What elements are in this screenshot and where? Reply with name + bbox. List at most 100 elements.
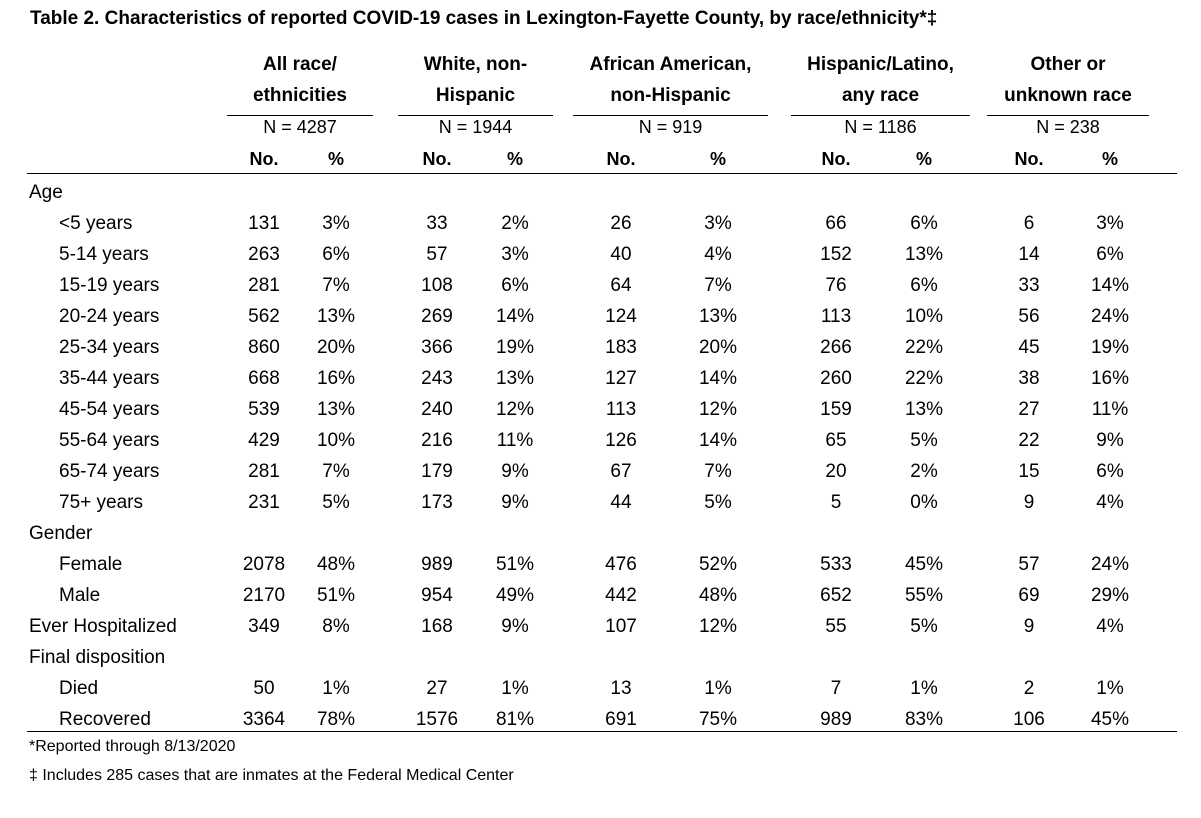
cell-percent: 10%: [316, 430, 356, 451]
cell-percent: 14%: [495, 306, 535, 327]
cell-count: 45: [1018, 337, 1040, 358]
subheader-percent: %: [1101, 149, 1118, 169]
cell-count: 27: [1018, 399, 1040, 420]
cell-count: 476: [605, 554, 637, 575]
group-underline: [987, 115, 1149, 116]
footnote-reported: *Reported through 8/13/2020: [29, 738, 236, 755]
column-group-header: All race/ethnicities: [227, 49, 373, 116]
footnote-inmates: ‡ Includes 285 cases that are inmates at…: [29, 767, 514, 784]
cell-percent: 20%: [698, 337, 738, 358]
cell-count: 38: [1018, 368, 1040, 389]
cell-count: 539: [248, 399, 280, 420]
cell-percent: 13%: [316, 306, 356, 327]
cell-count: 20: [825, 461, 847, 482]
cell-percent: 5%: [910, 616, 938, 637]
cell-count: 56: [1018, 306, 1040, 327]
cell-count: 126: [605, 430, 637, 451]
cell-count: 113: [820, 306, 852, 327]
row-label: Gender: [29, 523, 93, 544]
cell-percent: 51%: [316, 585, 356, 606]
table-body: Age <5 years 131 3% 33 2% 26 3% 66 6% 6 3% 5-14 year…: [0, 177, 1201, 735]
cell-count: 57: [1018, 554, 1040, 575]
cell-count: 243: [421, 368, 453, 389]
table-row: Died 50 1% 27 1% 13 1% 7 1% 2 1%: [0, 673, 1201, 704]
cell-count: 69: [1018, 585, 1040, 606]
cell-percent: 22%: [904, 337, 944, 358]
cell-count: 67: [610, 461, 632, 482]
cell-count: 33: [1018, 275, 1040, 296]
section-header-row: Age: [0, 177, 1201, 208]
cell-percent: 12%: [698, 616, 738, 637]
cell-count: 57: [426, 244, 448, 265]
cell-count: 652: [820, 585, 852, 606]
row-label: Male: [59, 585, 101, 606]
cell-percent: 1%: [910, 678, 938, 699]
cell-percent: 6%: [1096, 461, 1124, 482]
group-sample-size: N = 1944: [438, 117, 513, 137]
row-label: Final disposition: [29, 647, 166, 668]
cell-count: 3364: [242, 709, 286, 730]
group-sample-size: N = 919: [638, 117, 703, 137]
cell-count: 106: [1013, 709, 1045, 730]
cell-count: 131: [248, 213, 280, 234]
group-underline: [398, 115, 553, 116]
subheader-percent: %: [327, 149, 344, 169]
cell-percent: 24%: [1090, 554, 1130, 575]
cell-percent: 13%: [904, 244, 944, 265]
section-header-row: Gender: [0, 518, 1201, 549]
row-label: Recovered: [59, 709, 151, 730]
cell-percent: 14%: [1090, 275, 1130, 296]
cell-count: 668: [248, 368, 280, 389]
row-label: Ever Hospitalized: [29, 616, 177, 637]
group-sample-size: N = 1186: [844, 117, 917, 137]
cell-percent: 16%: [1090, 368, 1130, 389]
group-sample-size: N = 4287: [263, 117, 337, 137]
cell-percent: 52%: [698, 554, 738, 575]
cell-count: 64: [610, 275, 632, 296]
row-label: 45-54 years: [59, 399, 160, 420]
table-row: 5-14 years 263 6% 57 3% 40 4% 152 13% 14 6%: [0, 239, 1201, 270]
cell-percent: 2%: [501, 213, 529, 234]
cell-percent: 75%: [698, 709, 738, 730]
cell-count: 159: [820, 399, 852, 420]
table-row: 35-44 years 668 16% 243 13% 127 14% 260 22% 38 16%: [0, 363, 1201, 394]
subheader-percent: %: [506, 149, 523, 169]
cell-percent: 4%: [1096, 492, 1124, 513]
cell-count: 216: [421, 430, 453, 451]
cell-count: 860: [248, 337, 280, 358]
cell-count: 22: [1018, 430, 1040, 451]
subheader-count: No.: [249, 149, 279, 169]
group-underline: [573, 115, 768, 116]
cell-percent: 48%: [698, 585, 738, 606]
cell-count: 281: [248, 275, 280, 296]
cell-count: 240: [421, 399, 453, 420]
cell-percent: 5%: [704, 492, 732, 513]
cell-percent: 14%: [698, 368, 738, 389]
table-row: 75+ years 231 5% 173 9% 44 5% 5 0% 9 4%: [0, 487, 1201, 518]
cell-percent: 20%: [316, 337, 356, 358]
cell-percent: 10%: [904, 306, 944, 327]
cell-percent: 13%: [316, 399, 356, 420]
cell-percent: 5%: [910, 430, 938, 451]
cell-count: 9: [1023, 492, 1035, 513]
table-row: 45-54 years 539 13% 240 12% 113 12% 159 13% 27 11%: [0, 394, 1201, 425]
column-group-header: Hispanic/Latino, any race: [791, 49, 970, 116]
column-group-header: Other or unknown race: [987, 49, 1149, 116]
cell-count: 179: [421, 461, 453, 482]
group-name-line1: Other or: [1030, 54, 1106, 75]
cell-percent: 29%: [1090, 585, 1130, 606]
group-name-line2: non-Hispanic: [610, 85, 731, 106]
cell-count: 5: [830, 492, 842, 513]
group-name-line2: Hispanic: [435, 85, 516, 106]
cell-percent: 7%: [704, 275, 732, 296]
table-row: Recovered 3364 78% 1576 81% 691 75% 989 83% 106 45…: [0, 704, 1201, 735]
cell-percent: 22%: [904, 368, 944, 389]
row-label: Died: [59, 678, 99, 699]
cell-percent: 8%: [322, 616, 350, 637]
section-header-row: Final disposition: [0, 642, 1201, 673]
cell-percent: 13%: [495, 368, 535, 389]
cell-count: 9: [1023, 616, 1035, 637]
table-row: Male 2170 51% 954 49% 442 48% 652 55% 69 29%: [0, 580, 1201, 611]
group-name-line2: any race: [841, 85, 920, 106]
cell-percent: 13%: [698, 306, 738, 327]
